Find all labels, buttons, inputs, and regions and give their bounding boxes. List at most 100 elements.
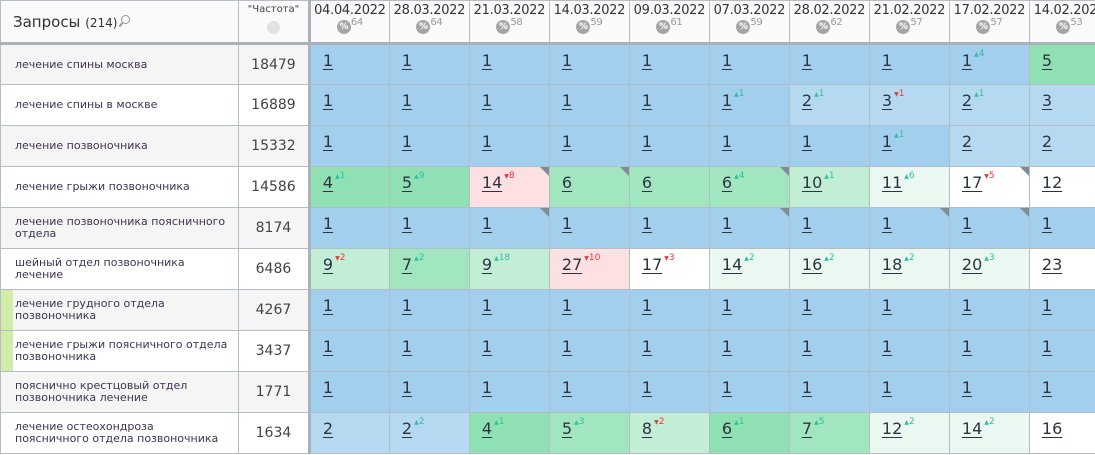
position-cell[interactable]: 1 [1028, 371, 1095, 413]
date-column-header[interactable]: 21.03.2022% 58 [468, 0, 550, 45]
position-cell[interactable]: 1 [868, 289, 950, 331]
position-cell[interactable]: 1 [628, 289, 710, 331]
position-cell[interactable]: 9 ▲18 [468, 248, 550, 290]
position-link[interactable]: 8 [641, 419, 653, 438]
position-cell[interactable]: 1 [548, 43, 630, 85]
date-column-header[interactable]: 21.02.2022% 57 [868, 0, 950, 45]
position-link[interactable]: 1 [641, 337, 653, 356]
position-cell[interactable]: 1 [307, 207, 390, 249]
position-cell[interactable]: 5 ▲9 [388, 166, 470, 208]
position-link[interactable]: 1 [322, 337, 334, 356]
note-corner-icon[interactable] [779, 208, 789, 217]
queries-header[interactable]: Запросы (214) [0, 0, 239, 45]
position-cell[interactable]: 1 [788, 371, 870, 413]
position-link[interactable]: 6 [721, 419, 733, 438]
position-cell[interactable]: 10 ▲1 [788, 166, 870, 208]
search-icon[interactable] [121, 14, 131, 24]
position-link[interactable]: 1 [881, 337, 893, 356]
position-cell[interactable]: 6 ▲1 [708, 412, 790, 454]
percent-icon[interactable]: % [416, 20, 431, 34]
position-link[interactable]: 1 [961, 214, 973, 233]
position-cell[interactable]: 1 [548, 125, 630, 167]
position-cell[interactable]: 7 ▲2 [388, 248, 470, 290]
position-cell[interactable]: 1 [708, 43, 790, 85]
position-cell[interactable]: 1 [628, 84, 710, 126]
position-cell[interactable]: 1 [388, 84, 470, 126]
position-cell[interactable]: 1 [948, 371, 1030, 413]
position-link[interactable]: 1 [561, 91, 573, 110]
position-link[interactable]: 1 [401, 51, 413, 70]
position-link[interactable]: 14 [961, 419, 983, 438]
position-cell[interactable]: 1 [948, 289, 1030, 331]
position-cell[interactable]: 1 [708, 125, 790, 167]
position-link[interactable]: 1 [561, 378, 573, 397]
date-column-header[interactable]: 07.03.2022% 59 [708, 0, 790, 45]
position-link[interactable]: 5 [561, 419, 573, 438]
position-link[interactable]: 3 [881, 91, 893, 110]
frequency-header[interactable]: "Частота" [238, 0, 310, 45]
position-link[interactable]: 4 [322, 173, 334, 192]
position-cell[interactable]: 5 [1028, 43, 1095, 85]
position-link[interactable]: 1 [801, 296, 813, 315]
position-link[interactable]: 1 [401, 91, 413, 110]
position-link[interactable]: 18 [881, 255, 903, 274]
position-link[interactable]: 1 [801, 337, 813, 356]
position-link[interactable]: 1 [1041, 378, 1053, 397]
position-cell[interactable]: 17 ▼5 [948, 166, 1030, 208]
percent-icon[interactable]: % [656, 20, 671, 34]
date-column-header[interactable]: 14.03.2022% 59 [548, 0, 630, 45]
position-cell[interactable]: 1 [388, 43, 470, 85]
position-link[interactable]: 1 [801, 51, 813, 70]
position-cell[interactable]: 1 [468, 289, 550, 331]
position-cell[interactable]: 16 ▲2 [788, 248, 870, 290]
position-cell[interactable]: 1 [388, 207, 470, 249]
position-cell[interactable]: 5 ▲3 [548, 412, 630, 454]
position-link[interactable]: 1 [721, 214, 733, 233]
position-link[interactable]: 1 [881, 296, 893, 315]
note-corner-icon[interactable] [539, 167, 549, 176]
position-cell[interactable]: 1 [388, 289, 470, 331]
position-cell[interactable]: 1 [628, 207, 710, 249]
percent-icon[interactable]: % [816, 20, 831, 34]
position-link[interactable]: 23 [1041, 255, 1063, 274]
position-cell[interactable]: 6 [628, 166, 710, 208]
position-link[interactable]: 1 [322, 296, 334, 315]
position-link[interactable]: 1 [561, 51, 573, 70]
query-cell[interactable]: шейный отдел позвоночника лечение [0, 248, 239, 290]
position-cell[interactable]: 1 [628, 371, 710, 413]
position-link[interactable]: 14 [481, 173, 503, 192]
position-link[interactable]: 1 [641, 91, 653, 110]
position-link[interactable]: 12 [1041, 173, 1063, 192]
position-link[interactable]: 4 [481, 419, 493, 438]
position-link[interactable]: 1 [641, 378, 653, 397]
position-cell[interactable]: 1 [628, 43, 710, 85]
position-cell[interactable]: 1 [708, 207, 790, 249]
position-link[interactable]: 1 [721, 51, 733, 70]
position-cell[interactable]: 12 ▲2 [868, 412, 950, 454]
percent-icon[interactable]: % [1056, 20, 1071, 34]
query-cell[interactable]: лечение грудного отдела позвоночника [0, 289, 239, 331]
position-cell[interactable]: 1 [868, 43, 950, 85]
position-link[interactable]: 1 [322, 51, 334, 70]
position-link[interactable]: 1 [1041, 296, 1053, 315]
position-link[interactable]: 1 [322, 378, 334, 397]
date-column-header[interactable]: 14.02.2022%53 [1028, 0, 1095, 45]
position-link[interactable]: 1 [481, 51, 493, 70]
note-corner-icon[interactable] [539, 208, 549, 217]
position-cell[interactable]: 1 [628, 125, 710, 167]
position-cell[interactable]: 1 [468, 125, 550, 167]
date-column-header[interactable]: 09.03.2022% 61 [628, 0, 710, 45]
position-link[interactable]: 1 [401, 296, 413, 315]
note-corner-icon[interactable] [1019, 208, 1029, 217]
position-link[interactable]: 1 [561, 214, 573, 233]
position-link[interactable]: 3 [1041, 91, 1053, 110]
position-cell[interactable]: 1 [1028, 207, 1095, 249]
position-cell[interactable]: 16 [1028, 412, 1095, 454]
position-link[interactable]: 17 [961, 173, 983, 192]
position-link[interactable]: 1 [561, 337, 573, 356]
position-link[interactable]: 16 [801, 255, 823, 274]
position-cell[interactable]: 1 [468, 330, 550, 372]
position-cell[interactable]: 1 ▲1 [868, 125, 950, 167]
position-cell[interactable]: 1 [1028, 289, 1095, 331]
position-link[interactable]: 1 [961, 51, 973, 70]
